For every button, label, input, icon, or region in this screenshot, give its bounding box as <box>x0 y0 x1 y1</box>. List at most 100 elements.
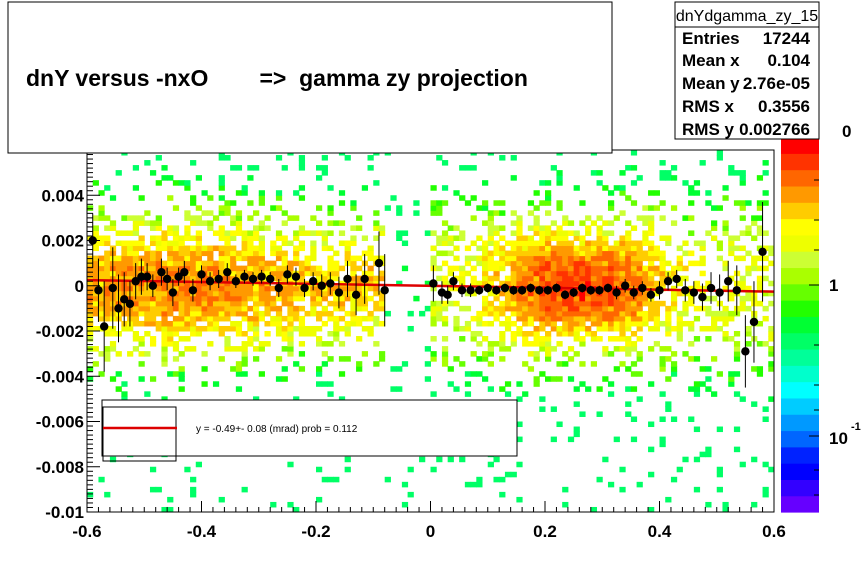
heatmap-cell <box>201 295 208 302</box>
heatmap-cell <box>550 295 557 302</box>
heatmap-cell <box>190 245 197 252</box>
profile-point <box>99 281 109 372</box>
heatmap-cell <box>733 371 741 377</box>
heatmap-cell <box>539 255 546 262</box>
heatmap-cell <box>287 331 294 337</box>
heatmap-cell <box>132 215 140 221</box>
heatmap-cell <box>539 295 546 302</box>
heatmap-cell <box>682 275 689 282</box>
heatmap-cell <box>270 205 277 211</box>
heatmap-cell <box>665 260 672 267</box>
heatmap-cell <box>562 270 569 277</box>
heatmap-cell <box>562 351 569 357</box>
heatmap-cell <box>487 351 494 357</box>
heatmap-cell <box>281 295 288 302</box>
heatmap-cell <box>367 270 374 277</box>
heatmap-cell <box>504 391 512 397</box>
heatmap-cell <box>596 260 603 267</box>
heatmap-cell <box>573 260 580 267</box>
heatmap-cell <box>670 205 678 211</box>
heatmap-cell <box>722 185 729 191</box>
heatmap-cell <box>224 295 231 302</box>
heatmap-cell <box>344 456 351 463</box>
heatmap-cell <box>516 265 523 272</box>
heatmap-cell <box>550 220 557 226</box>
heatmap-cell <box>487 260 494 267</box>
heatmap-cell <box>195 230 202 236</box>
heatmap-cell <box>172 265 180 272</box>
heatmap-cell <box>533 265 540 272</box>
heatmap-cell <box>98 270 105 277</box>
heatmap-cell <box>545 240 552 247</box>
profile-point <box>274 278 283 298</box>
heatmap-cell <box>161 245 168 252</box>
heatmap-cell <box>241 285 248 292</box>
heatmap-cell <box>350 225 357 231</box>
heatmap-cell <box>596 295 603 302</box>
heatmap-cell <box>172 300 180 307</box>
heatmap-cell <box>281 346 288 352</box>
heatmap-cell <box>556 230 563 236</box>
heatmap-cell <box>510 260 517 267</box>
heatmap-cell <box>436 200 443 206</box>
heatmap-cell <box>304 265 311 272</box>
heatmap-cell <box>699 366 706 372</box>
heatmap-cell <box>556 205 563 211</box>
heatmap-cell <box>321 476 328 483</box>
heatmap-cell <box>338 300 346 307</box>
heatmap-cell <box>373 361 380 367</box>
profile-marker <box>449 277 458 286</box>
heatmap-cell <box>241 240 248 247</box>
heatmap-cell <box>367 285 374 292</box>
heatmap-cell <box>241 250 248 257</box>
heatmap-cell <box>436 205 443 211</box>
heatmap-cell <box>642 310 649 317</box>
heatmap-cell <box>327 356 334 362</box>
heatmap-cell <box>264 225 271 231</box>
heatmap-cell <box>527 280 535 287</box>
heatmap-cell <box>430 391 437 397</box>
heatmap-cell <box>613 315 620 322</box>
heatmap-cell <box>567 331 575 337</box>
heatmap-cell <box>470 331 477 337</box>
heatmap-cell <box>464 305 472 312</box>
heatmap-cell <box>556 305 563 312</box>
heatmap-cell <box>298 165 306 171</box>
heatmap-cell <box>367 255 374 262</box>
heatmap-cell <box>722 315 729 322</box>
heatmap-cell <box>453 255 460 262</box>
heatmap-cell <box>539 250 546 257</box>
heatmap-cell <box>573 280 580 287</box>
heatmap-cell <box>676 336 683 342</box>
heatmap-cell <box>161 351 168 357</box>
heatmap-cell <box>545 260 552 267</box>
profile-point <box>214 269 223 289</box>
heatmap-cell <box>573 235 580 241</box>
heatmap-cell <box>235 190 243 196</box>
heatmap-cell <box>527 315 535 322</box>
heatmap-cell <box>539 270 546 277</box>
heatmap-cell <box>155 325 162 332</box>
heatmap-cell <box>224 240 231 247</box>
heatmap-cell <box>378 295 386 302</box>
heatmap-cell <box>562 315 569 322</box>
heatmap-cell <box>665 170 672 176</box>
heatmap-cell <box>733 426 741 433</box>
heatmap-cell <box>218 331 225 337</box>
heatmap-cell <box>298 305 306 312</box>
heatmap-cell <box>762 230 769 236</box>
heatmap-cell <box>762 170 769 176</box>
heatmap-cell <box>172 331 180 337</box>
heatmap-cell <box>373 315 380 322</box>
heatmap-cell <box>264 215 271 221</box>
heatmap-cell <box>693 336 701 342</box>
profile-marker <box>429 279 438 288</box>
heatmap-cell <box>625 165 632 171</box>
heatmap-cell <box>424 346 431 352</box>
heatmap-cell <box>235 255 243 262</box>
heatmap-cell <box>619 235 626 241</box>
heatmap-cell <box>310 331 317 337</box>
profile-point <box>578 283 587 293</box>
heatmap-cell <box>550 230 557 236</box>
heatmap-cell <box>298 295 306 302</box>
